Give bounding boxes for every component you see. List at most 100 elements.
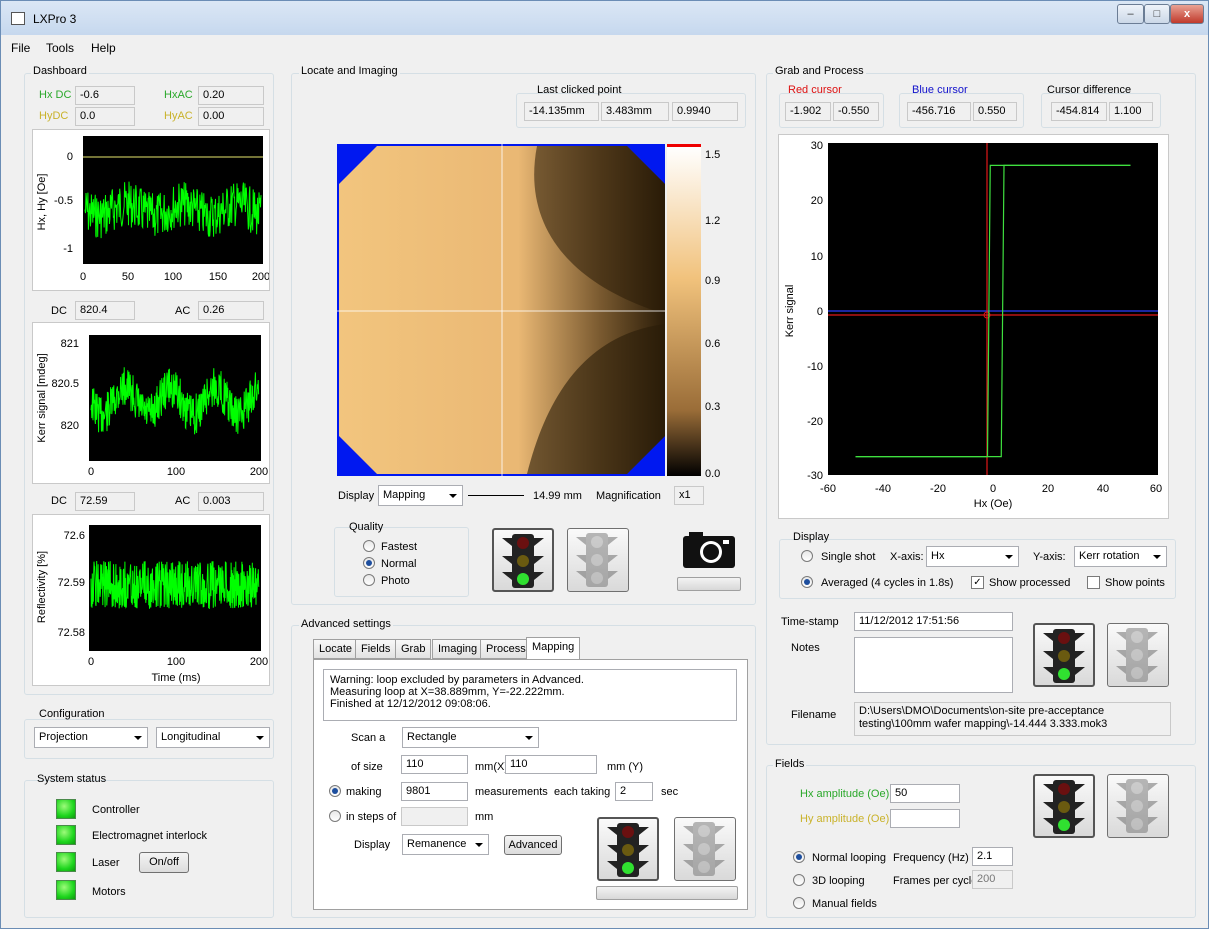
tab-grab[interactable]: Grab bbox=[395, 639, 432, 659]
locate-stop-button[interactable] bbox=[567, 528, 629, 592]
normal-looping-label: Normal looping bbox=[812, 852, 886, 864]
timestamp-input[interactable]: 11/12/2012 17:51:56 bbox=[854, 612, 1013, 631]
tab-fields[interactable]: Fields bbox=[355, 639, 397, 659]
last-clicked-value: 0.9940 bbox=[672, 102, 738, 121]
notes-input[interactable] bbox=[854, 637, 1013, 693]
magnification-label: Magnification bbox=[596, 490, 661, 502]
hysteresis-xtick: -20 bbox=[930, 483, 946, 495]
grab-title: Grab and Process bbox=[773, 65, 866, 77]
notes-label: Notes bbox=[791, 642, 820, 654]
measurements-input[interactable]: 9801 bbox=[401, 782, 468, 801]
quality-fastest-radio[interactable] bbox=[363, 540, 375, 552]
mapping-display-select[interactable]: Remanence bbox=[402, 834, 489, 855]
single-shot-radio[interactable] bbox=[801, 550, 813, 562]
reflectivity-plot[interactable]: 72.6 72.59 72.58 0 100 200 Time (ms) Ref… bbox=[32, 514, 270, 686]
kerr-dashboard-xtick: 0 bbox=[88, 466, 94, 478]
traffic-light-icon bbox=[1116, 628, 1158, 682]
wafer-dark-band bbox=[527, 324, 665, 474]
frequency-input[interactable]: 2.1 bbox=[972, 847, 1013, 866]
dashboard-group bbox=[24, 73, 274, 695]
size-x-input[interactable]: 110 bbox=[401, 755, 468, 774]
yaxis-label: Y-axis: bbox=[1033, 551, 1066, 563]
in-steps-radio[interactable] bbox=[329, 810, 341, 822]
tab-imaging[interactable]: Imaging bbox=[432, 639, 484, 659]
field-xtick: 150 bbox=[209, 271, 227, 283]
quality-normal-radio[interactable] bbox=[363, 557, 375, 569]
frequency-label: Frequency (Hz) bbox=[893, 852, 969, 864]
menu-help[interactable]: Help bbox=[91, 41, 116, 55]
sec-label: sec bbox=[661, 786, 679, 798]
grab-stop-button[interactable] bbox=[1107, 623, 1169, 687]
maximize-button[interactable]: □ bbox=[1144, 4, 1170, 24]
laser-onoff-button[interactable]: On/off bbox=[139, 852, 189, 873]
frames-input[interactable]: 200 bbox=[972, 870, 1013, 889]
tab-process[interactable]: Process bbox=[480, 639, 532, 659]
menu-tools[interactable]: Tools bbox=[46, 41, 75, 55]
hx-amplitude-input[interactable]: 50 bbox=[890, 784, 960, 803]
quality-title: Quality bbox=[349, 521, 384, 533]
locate-display-select[interactable]: Mapping bbox=[378, 485, 463, 506]
normal-looping-radio[interactable] bbox=[793, 851, 805, 863]
configuration-direction-select[interactable]: Longitudinal bbox=[156, 727, 270, 748]
system-status-title: System status bbox=[37, 773, 107, 785]
hysteresis-ytick: 0 bbox=[817, 306, 823, 318]
wafer-map-image[interactable] bbox=[337, 144, 665, 476]
close-button[interactable]: x bbox=[1170, 4, 1204, 24]
kerr-dashboard-plot[interactable]: 821 820.5 820 0 100 200 Kerr signal [mde… bbox=[32, 322, 270, 484]
tab-locate[interactable]: Locate bbox=[313, 639, 359, 659]
grab-display-title: Display bbox=[793, 531, 830, 543]
window-title: LXPro 3 bbox=[33, 12, 77, 26]
fields-stop-button[interactable] bbox=[1107, 774, 1169, 838]
advanced-button[interactable]: Advanced bbox=[504, 835, 562, 855]
scan-shape-select[interactable]: Rectangle bbox=[402, 727, 539, 748]
field-ytick: 0 bbox=[67, 151, 73, 163]
refl-ac-value: 0.003 bbox=[198, 492, 264, 511]
locate-start-button[interactable] bbox=[492, 528, 554, 592]
tab-mapping[interactable]: Mapping bbox=[526, 637, 581, 660]
last-clicked-x: -14.135mm bbox=[524, 102, 599, 121]
fields-start-button[interactable] bbox=[1033, 774, 1095, 838]
configuration-projection-select[interactable]: Projection bbox=[34, 727, 148, 748]
locate-title: Locate and Imaging bbox=[299, 65, 400, 77]
menu-file[interactable]: File bbox=[11, 41, 31, 55]
mapping-start-button[interactable] bbox=[597, 817, 659, 881]
manual-fields-label: Manual fields bbox=[812, 898, 877, 910]
camera-button[interactable] bbox=[679, 528, 739, 570]
hysteresis-xtick: 0 bbox=[990, 483, 996, 495]
hysteresis-ytick: 30 bbox=[811, 140, 823, 152]
field-trace bbox=[84, 181, 262, 239]
refl-dc-label: DC bbox=[51, 495, 67, 507]
quality-photo-radio[interactable] bbox=[363, 574, 375, 586]
field-plot[interactable]: 0 -0.5 -1 0 50 100 150 200 Hx, Hy [Oe] bbox=[32, 129, 270, 291]
size-y-input[interactable]: 110 bbox=[505, 755, 597, 774]
making-radio[interactable] bbox=[329, 785, 341, 797]
xaxis-select[interactable]: Hx bbox=[926, 546, 1019, 567]
hysteresis-xtick: 20 bbox=[1042, 483, 1054, 495]
steps-input[interactable] bbox=[401, 807, 468, 826]
minimize-button[interactable]: – bbox=[1117, 4, 1144, 24]
camera-icon bbox=[683, 532, 735, 568]
colorbar-max-marker bbox=[667, 144, 701, 147]
kerr-dashboard-ytick: 820.5 bbox=[51, 378, 79, 390]
refl-ac-label: AC bbox=[175, 495, 191, 507]
colorbar bbox=[665, 144, 701, 476]
looping-3d-radio[interactable] bbox=[793, 874, 805, 886]
wafer-dark-band bbox=[534, 146, 665, 314]
show-points-checkbox[interactable] bbox=[1087, 576, 1100, 589]
hysteresis-plot[interactable]: 30 20 10 0 -10 -20 -30 -60 -40 -20 0 20 … bbox=[778, 134, 1169, 519]
hysteresis-ytick: 10 bbox=[811, 251, 823, 263]
grab-start-button[interactable] bbox=[1033, 623, 1095, 687]
mapping-log[interactable]: Warning: loop excluded by parameters in … bbox=[323, 669, 737, 721]
hx-amplitude-label: Hx amplitude (Oe) bbox=[800, 788, 890, 800]
scale-bar bbox=[468, 495, 524, 496]
hy-amplitude-input[interactable] bbox=[890, 809, 960, 828]
manual-fields-radio[interactable] bbox=[793, 897, 805, 909]
show-processed-checkbox[interactable]: ✓ bbox=[971, 576, 984, 589]
sec-input[interactable]: 2 bbox=[615, 782, 653, 801]
reflectivity-xtick: 100 bbox=[167, 656, 185, 668]
mapping-stop-button[interactable] bbox=[674, 817, 736, 881]
averaged-radio[interactable] bbox=[801, 576, 813, 588]
in-steps-label: in steps of bbox=[346, 811, 397, 823]
laser-led bbox=[56, 852, 76, 872]
yaxis-select[interactable]: Kerr rotation bbox=[1074, 546, 1167, 567]
